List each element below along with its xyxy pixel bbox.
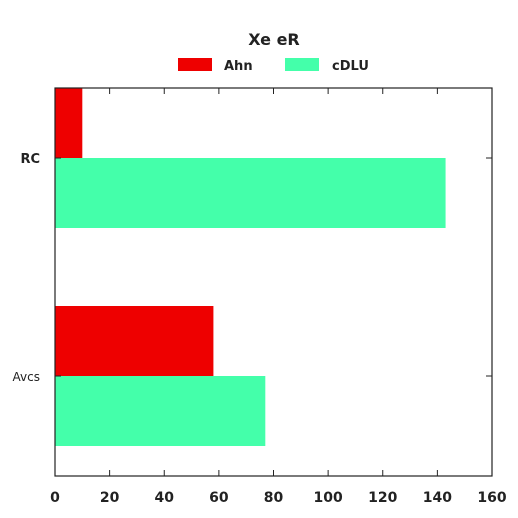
x-tick-label-140: 140 bbox=[423, 490, 452, 506]
x-tick-label-60: 60 bbox=[209, 490, 229, 506]
bars bbox=[55, 88, 446, 446]
y-tick-label-rc: RC bbox=[20, 152, 40, 167]
x-tick-label-160: 160 bbox=[477, 490, 506, 506]
bar-ahn-avcs bbox=[55, 306, 214, 376]
x-tick-label-80: 80 bbox=[264, 490, 284, 506]
plot-frame bbox=[54, 87, 493, 477]
x-tick-label-40: 40 bbox=[155, 490, 175, 506]
legend-label-ahn: Ahn bbox=[224, 59, 253, 74]
x-tick-label-120: 120 bbox=[368, 490, 397, 506]
x-tick-label-0: 0 bbox=[50, 490, 60, 506]
x-tick-label-100: 100 bbox=[314, 490, 343, 506]
x-tick-labels: 0 20 40 60 80 100 120 140 160 bbox=[50, 490, 507, 506]
bar-cdlu-rc bbox=[55, 158, 446, 228]
legend: Ahn cDLU bbox=[178, 58, 369, 74]
legend-swatch-ahn bbox=[178, 58, 212, 71]
y-tick-label-avcs: Avcs bbox=[13, 370, 40, 384]
legend-label-cdlu: cDLU bbox=[332, 59, 369, 74]
legend-swatch-cdlu bbox=[285, 58, 319, 71]
chart-title: Xe eR bbox=[248, 30, 300, 49]
y-tick-labels: RC Avcs bbox=[13, 152, 40, 384]
bar-ahn-rc bbox=[55, 88, 83, 158]
bar-cdlu-avcs bbox=[55, 376, 266, 446]
x-tick-label-20: 20 bbox=[100, 490, 120, 506]
